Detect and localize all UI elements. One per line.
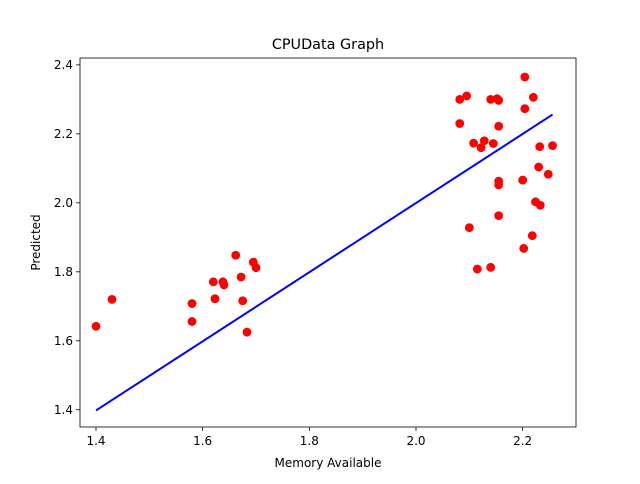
- y-tick-label: 1.6: [54, 334, 73, 348]
- scatter-point: [488, 139, 498, 148]
- scatter-point: [494, 96, 504, 105]
- scatter-point: [494, 121, 504, 131]
- x-tick-label: 1.6: [193, 434, 212, 448]
- x-tick-label: 1.8: [300, 434, 319, 448]
- y-tick-label: 2.4: [54, 58, 73, 72]
- scatter-point: [210, 294, 220, 304]
- x-tick-label: 2.0: [406, 434, 425, 448]
- scatter-point: [520, 72, 530, 82]
- scatter-point: [479, 136, 489, 146]
- scatter-point: [219, 280, 229, 290]
- plot-area-frame: [79, 57, 577, 428]
- scatter-point: [455, 119, 465, 128]
- scatter-point: [242, 327, 252, 337]
- scatter-point: [208, 277, 218, 287]
- regression-line-layer: [95, 113, 554, 412]
- scatter-point: [472, 264, 482, 274]
- y-tick-label: 2.2: [54, 127, 73, 141]
- x-axis-ticks: 1.4 1.6 1.8 2.0 2.2: [86, 427, 532, 448]
- x-tick-label: 2.2: [513, 434, 532, 448]
- y-tick-label: 1.4: [54, 403, 73, 417]
- scatter-point: [518, 175, 528, 185]
- scatter-point: [238, 296, 248, 306]
- y-axis-ticks: 1.4 1.6 1.8 2.0 2.2 2.4: [54, 58, 80, 417]
- scatter-point: [464, 223, 474, 233]
- x-axis-label: Memory Available: [275, 456, 382, 470]
- scatter-point: [535, 142, 545, 152]
- scatter-point: [455, 94, 465, 104]
- scatter-point: [486, 262, 496, 272]
- y-axis-label: Predicted: [29, 214, 43, 270]
- scatter-point: [519, 243, 529, 253]
- y-tick-label: 2.0: [54, 196, 73, 210]
- scatter-point: [236, 272, 246, 282]
- scatter-point: [469, 138, 478, 148]
- scatter-point: [462, 91, 472, 101]
- scatter-point: [251, 263, 261, 273]
- scatter-point: [548, 141, 557, 150]
- scatter-point: [494, 211, 504, 221]
- scatter-point: [231, 250, 241, 260]
- scatter-point: [534, 162, 544, 172]
- scatter-point: [187, 299, 197, 308]
- regression-line: [95, 113, 554, 412]
- scatter-points-layer: [91, 72, 557, 337]
- x-tick-label: 1.4: [86, 434, 105, 448]
- scatter-point: [528, 92, 538, 102]
- chart-title: CPUData Graph: [272, 37, 384, 53]
- y-tick-label: 1.8: [54, 265, 73, 279]
- scatter-point: [107, 295, 117, 304]
- scatter-point: [476, 143, 486, 153]
- scatter-point: [91, 321, 101, 331]
- scatter-point: [535, 200, 545, 210]
- scatter-point: [527, 231, 537, 241]
- scatter-point: [520, 104, 530, 114]
- scatter-point: [494, 180, 504, 190]
- scatter-point: [486, 94, 496, 104]
- scatter-point: [187, 317, 197, 326]
- scatter-point: [543, 169, 553, 179]
